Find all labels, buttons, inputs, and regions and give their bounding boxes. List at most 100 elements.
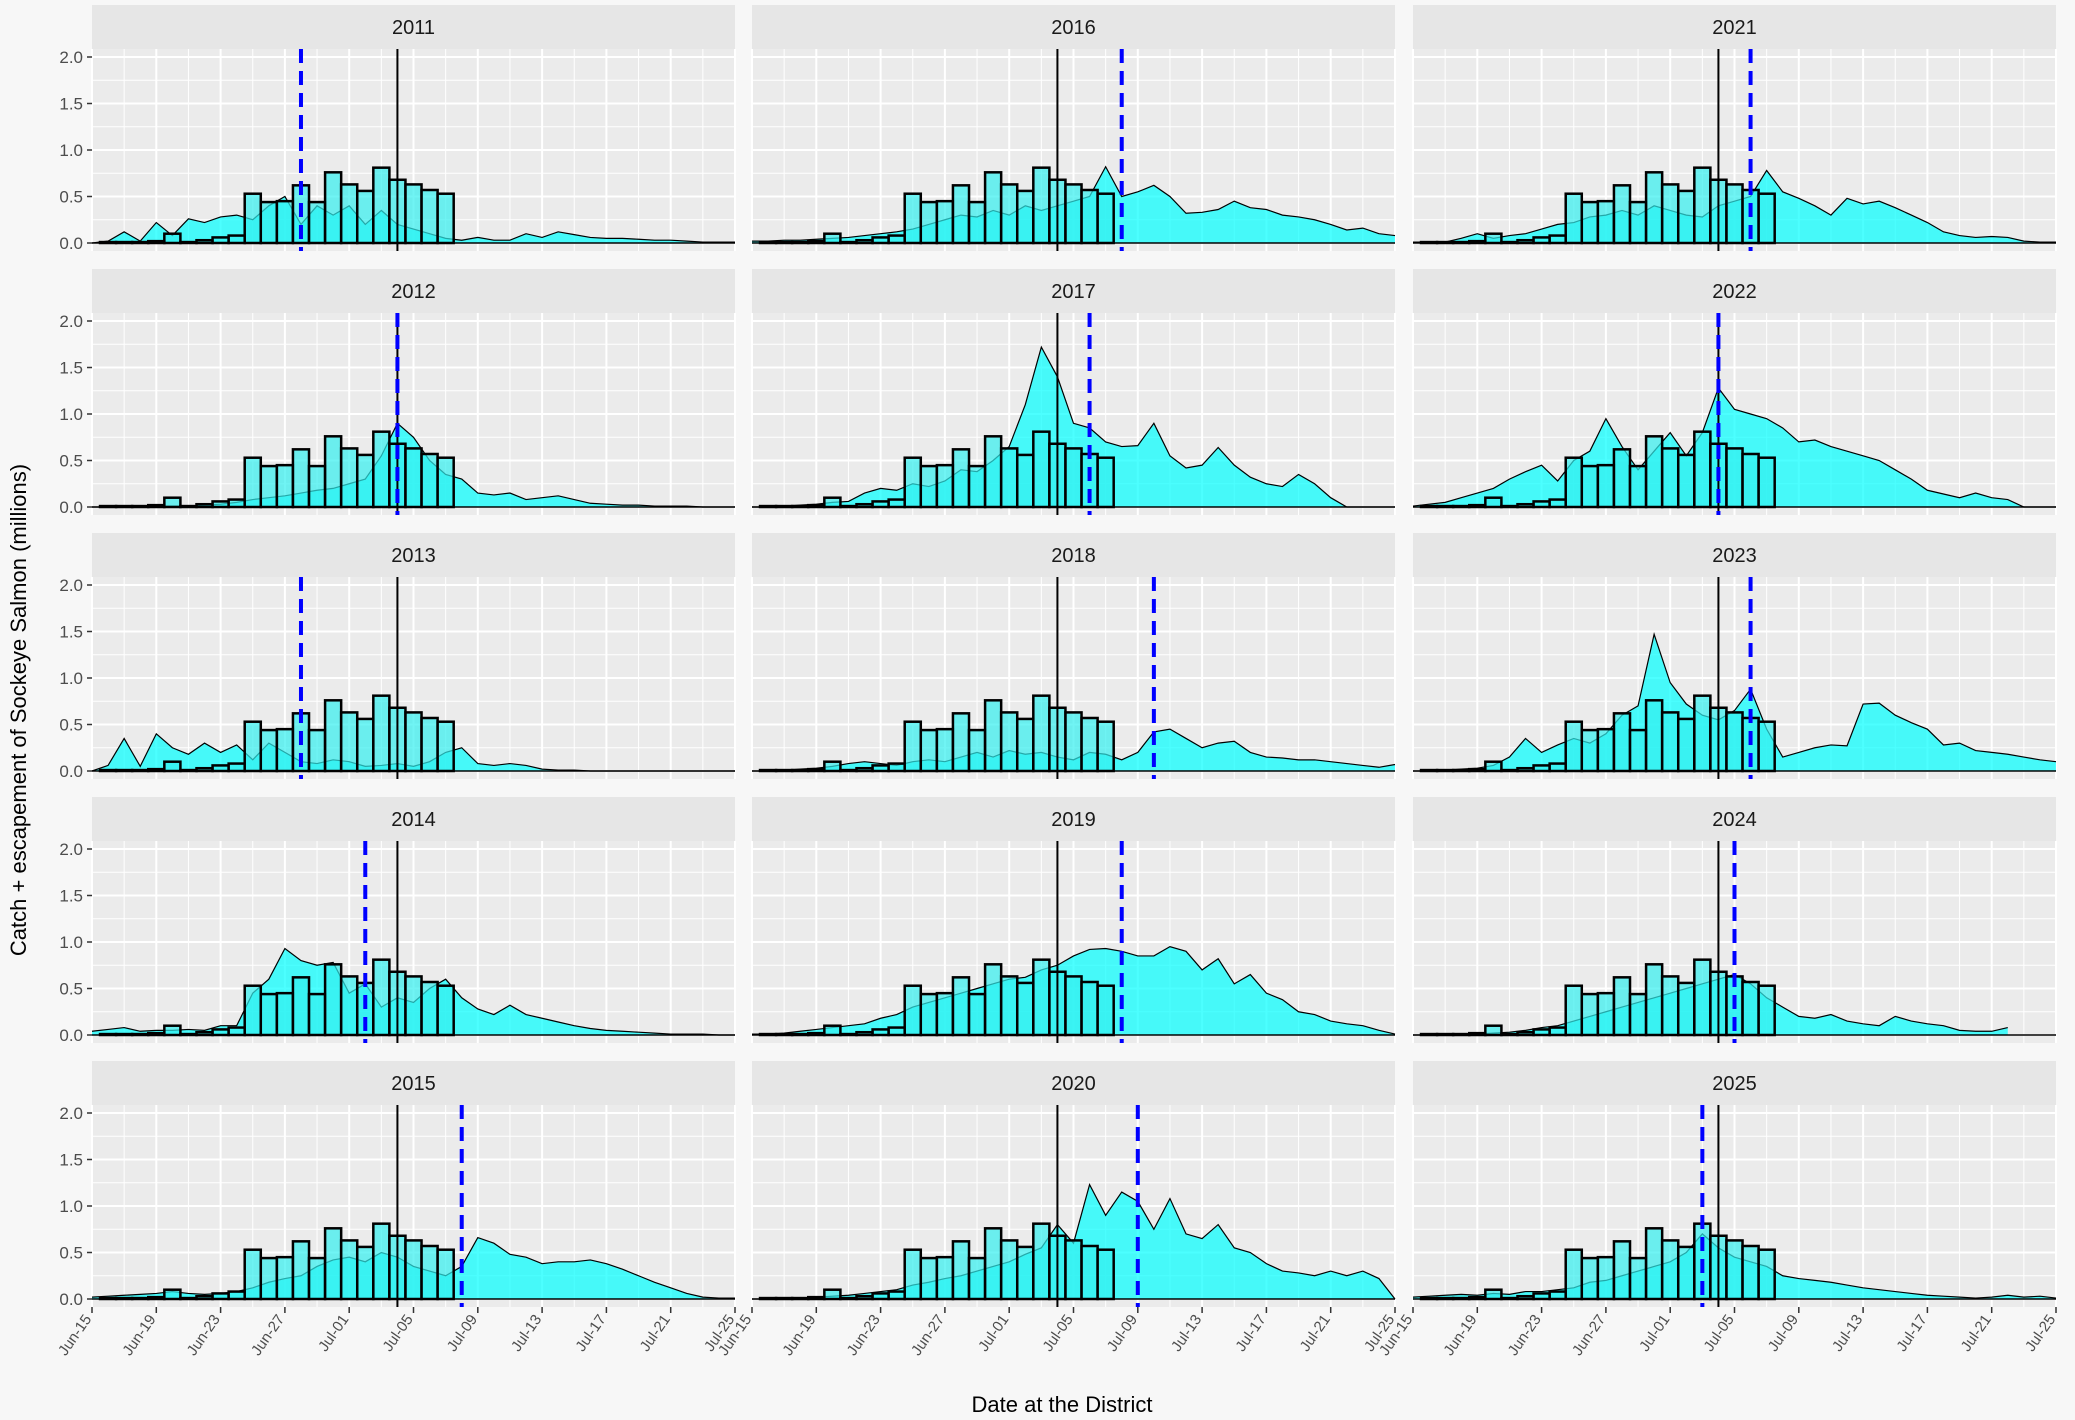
bar — [887, 762, 906, 773]
bar — [420, 716, 439, 773]
bar — [1660, 975, 1680, 1037]
bar — [420, 980, 439, 1037]
bar — [243, 192, 263, 245]
bar — [871, 500, 890, 509]
bar — [227, 1290, 246, 1301]
bar — [903, 1248, 923, 1301]
bar — [1725, 711, 1744, 773]
bar — [903, 720, 923, 773]
bar — [887, 1290, 906, 1301]
y-tick-label: 1.5 — [59, 1151, 83, 1170]
bar — [1080, 980, 1099, 1037]
bar — [1676, 1245, 1696, 1301]
bar — [1096, 720, 1115, 773]
bar — [1693, 166, 1712, 245]
bar — [291, 448, 311, 509]
bar — [1596, 991, 1616, 1037]
bar — [211, 500, 230, 509]
facet-strip-label: 2015 — [391, 1073, 436, 1095]
bar — [951, 184, 971, 245]
bar — [307, 464, 327, 509]
bar — [275, 991, 295, 1037]
bar — [372, 1222, 391, 1301]
facet-strip-label: 2019 — [1051, 809, 1096, 831]
bar — [967, 992, 987, 1037]
bar — [227, 762, 246, 773]
bar — [163, 760, 182, 773]
bar — [903, 456, 923, 509]
bar — [243, 456, 263, 509]
bar — [1015, 717, 1035, 773]
bar — [307, 992, 327, 1037]
y-tick-label: 0.5 — [59, 980, 83, 999]
bar — [436, 1248, 455, 1301]
bar — [1580, 1256, 1600, 1301]
bar — [1676, 189, 1696, 245]
bar — [404, 975, 423, 1037]
y-tick-label: 0.0 — [59, 1026, 83, 1045]
y-tick-label: 1.5 — [59, 623, 83, 642]
bar — [1596, 199, 1616, 245]
facet-strip-label: 2016 — [1051, 17, 1096, 39]
bar — [211, 236, 230, 245]
bar — [372, 430, 391, 509]
facet-strip — [92, 533, 735, 577]
bar — [871, 764, 890, 773]
y-tick-label: 1.0 — [59, 933, 83, 952]
bar — [823, 1288, 842, 1301]
bar — [1484, 496, 1503, 509]
bar — [339, 447, 359, 509]
bar — [1693, 694, 1712, 773]
bar — [1676, 981, 1696, 1037]
bar — [1096, 456, 1115, 509]
y-tick-label: 2.0 — [59, 48, 83, 67]
bar — [887, 1026, 906, 1037]
bar — [1660, 1239, 1680, 1301]
bar — [1580, 464, 1600, 509]
bar — [1032, 958, 1051, 1037]
bar — [1064, 447, 1083, 509]
bar — [1548, 234, 1567, 245]
facet-strip — [752, 1061, 1395, 1105]
bar — [1580, 728, 1600, 773]
facet-strip — [752, 5, 1395, 49]
facet-panel-2019: 2019 — [751, 797, 1396, 1043]
facet-panel-2011: 2011 0.0 0.5 1.0 1.5 2.0 — [59, 5, 736, 253]
bar — [1015, 189, 1035, 245]
bar — [243, 720, 263, 773]
facet-panel-2018: 2018 — [751, 533, 1396, 779]
bar — [1757, 192, 1776, 245]
bar — [1032, 694, 1051, 773]
facet-strip — [92, 5, 735, 49]
bar — [1693, 430, 1712, 509]
bar — [227, 234, 246, 245]
bar — [1080, 188, 1099, 245]
bar — [163, 496, 182, 509]
facet-panels: 2011 0.0 0.5 1.0 1.5 2.0 2016 2021 2012 0.0 0.5 1.0… — [55, 5, 2059, 1359]
bar — [1757, 456, 1776, 509]
bar — [1064, 711, 1083, 773]
bar — [163, 1288, 182, 1301]
bar — [935, 727, 955, 773]
bar — [1032, 166, 1051, 245]
bar — [823, 232, 842, 245]
bar — [243, 1248, 263, 1301]
bar — [1564, 1248, 1584, 1301]
facet-panel-2017: 2017 — [751, 269, 1396, 515]
bar — [999, 975, 1019, 1037]
y-tick-label: 1.5 — [59, 95, 83, 114]
bar — [372, 958, 391, 1037]
bar — [903, 984, 923, 1037]
bar — [275, 727, 295, 773]
bar — [1628, 1256, 1648, 1301]
bar — [935, 199, 955, 245]
bar — [951, 976, 971, 1037]
bar — [935, 1255, 955, 1301]
y-tick-label: 2.0 — [59, 840, 83, 859]
facet-strip — [752, 269, 1395, 313]
bar — [323, 171, 343, 245]
facet-strip-label: 2012 — [391, 281, 436, 303]
y-tick-label: 0.0 — [59, 1290, 83, 1309]
y-tick-label: 1.0 — [59, 669, 83, 688]
